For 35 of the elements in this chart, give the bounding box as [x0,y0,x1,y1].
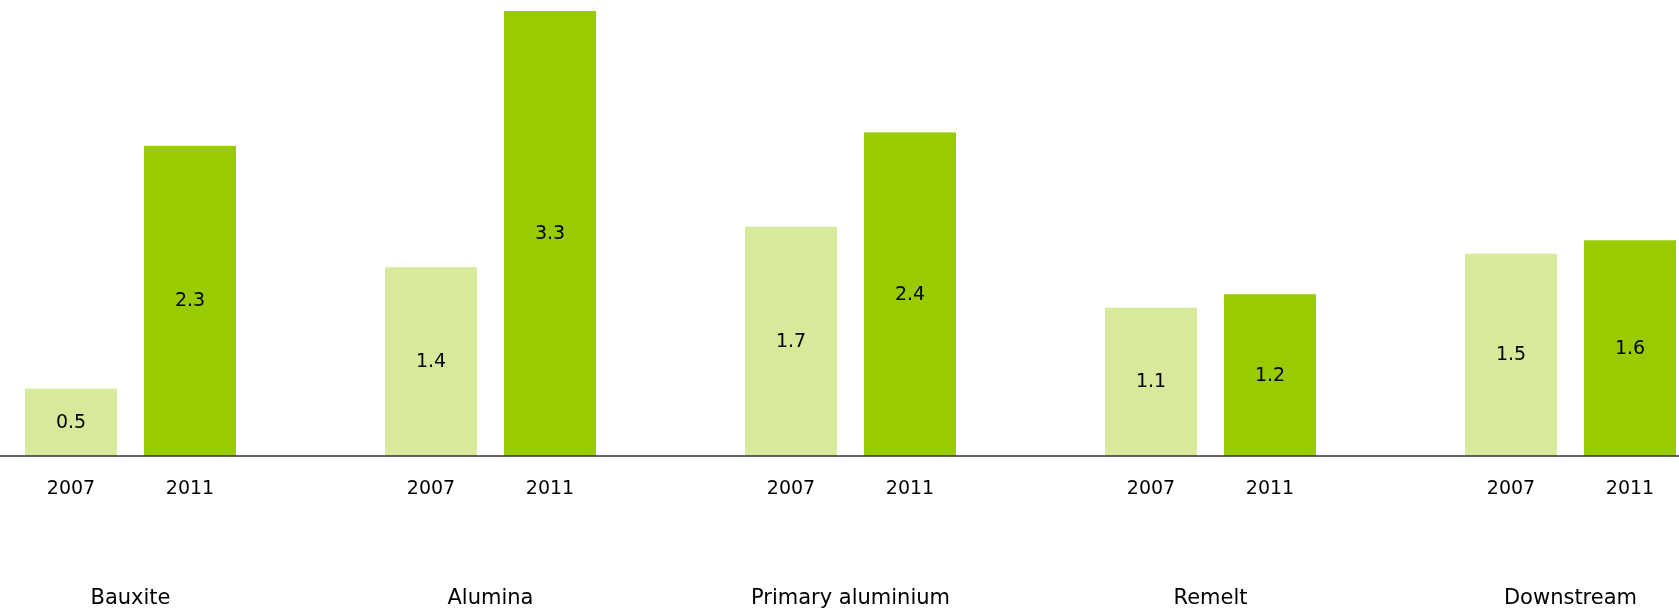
text: 2011 [525,476,575,498]
bar [1584,240,1676,456]
x-tick-label: Bauxite [90,585,171,609]
bar [144,145,236,456]
data-label: 1.1 [1135,369,1167,392]
text: 2011 [1245,476,1295,498]
bar [1224,294,1316,456]
bar [385,267,477,456]
data-label: 1.4 [415,349,447,372]
data-label: 1.2 [1254,362,1286,385]
data-label: 3.3 [534,221,566,243]
bar [745,226,837,456]
bar [25,388,117,456]
series-label: 2011 [165,476,215,498]
bar [864,132,956,456]
text: 2011 [885,476,935,498]
bar [1465,253,1557,456]
data-label: 1.6 [1614,335,1646,358]
data-label: 1.5 [1495,342,1527,365]
text: 2007 [1126,476,1176,498]
bar [504,11,596,456]
data-label: 2.3 [174,288,206,311]
series-label: 2007 [46,476,96,498]
x-tick-label: Primary aluminium [750,585,951,609]
data-label: 1.7 [775,328,807,351]
bar [1105,307,1197,456]
data-label: 0.5 [55,409,87,432]
text: 2007 [1486,476,1536,498]
text: 2007 [406,476,456,498]
text: 2007 [766,476,816,498]
x-tick-label: Alumina [447,585,534,609]
data-label: 2.4 [894,281,926,304]
x-tick-label: Remelt [1173,585,1248,609]
x-tick-label: Downstream [1503,585,1638,609]
text: 2011 [1605,476,1655,498]
